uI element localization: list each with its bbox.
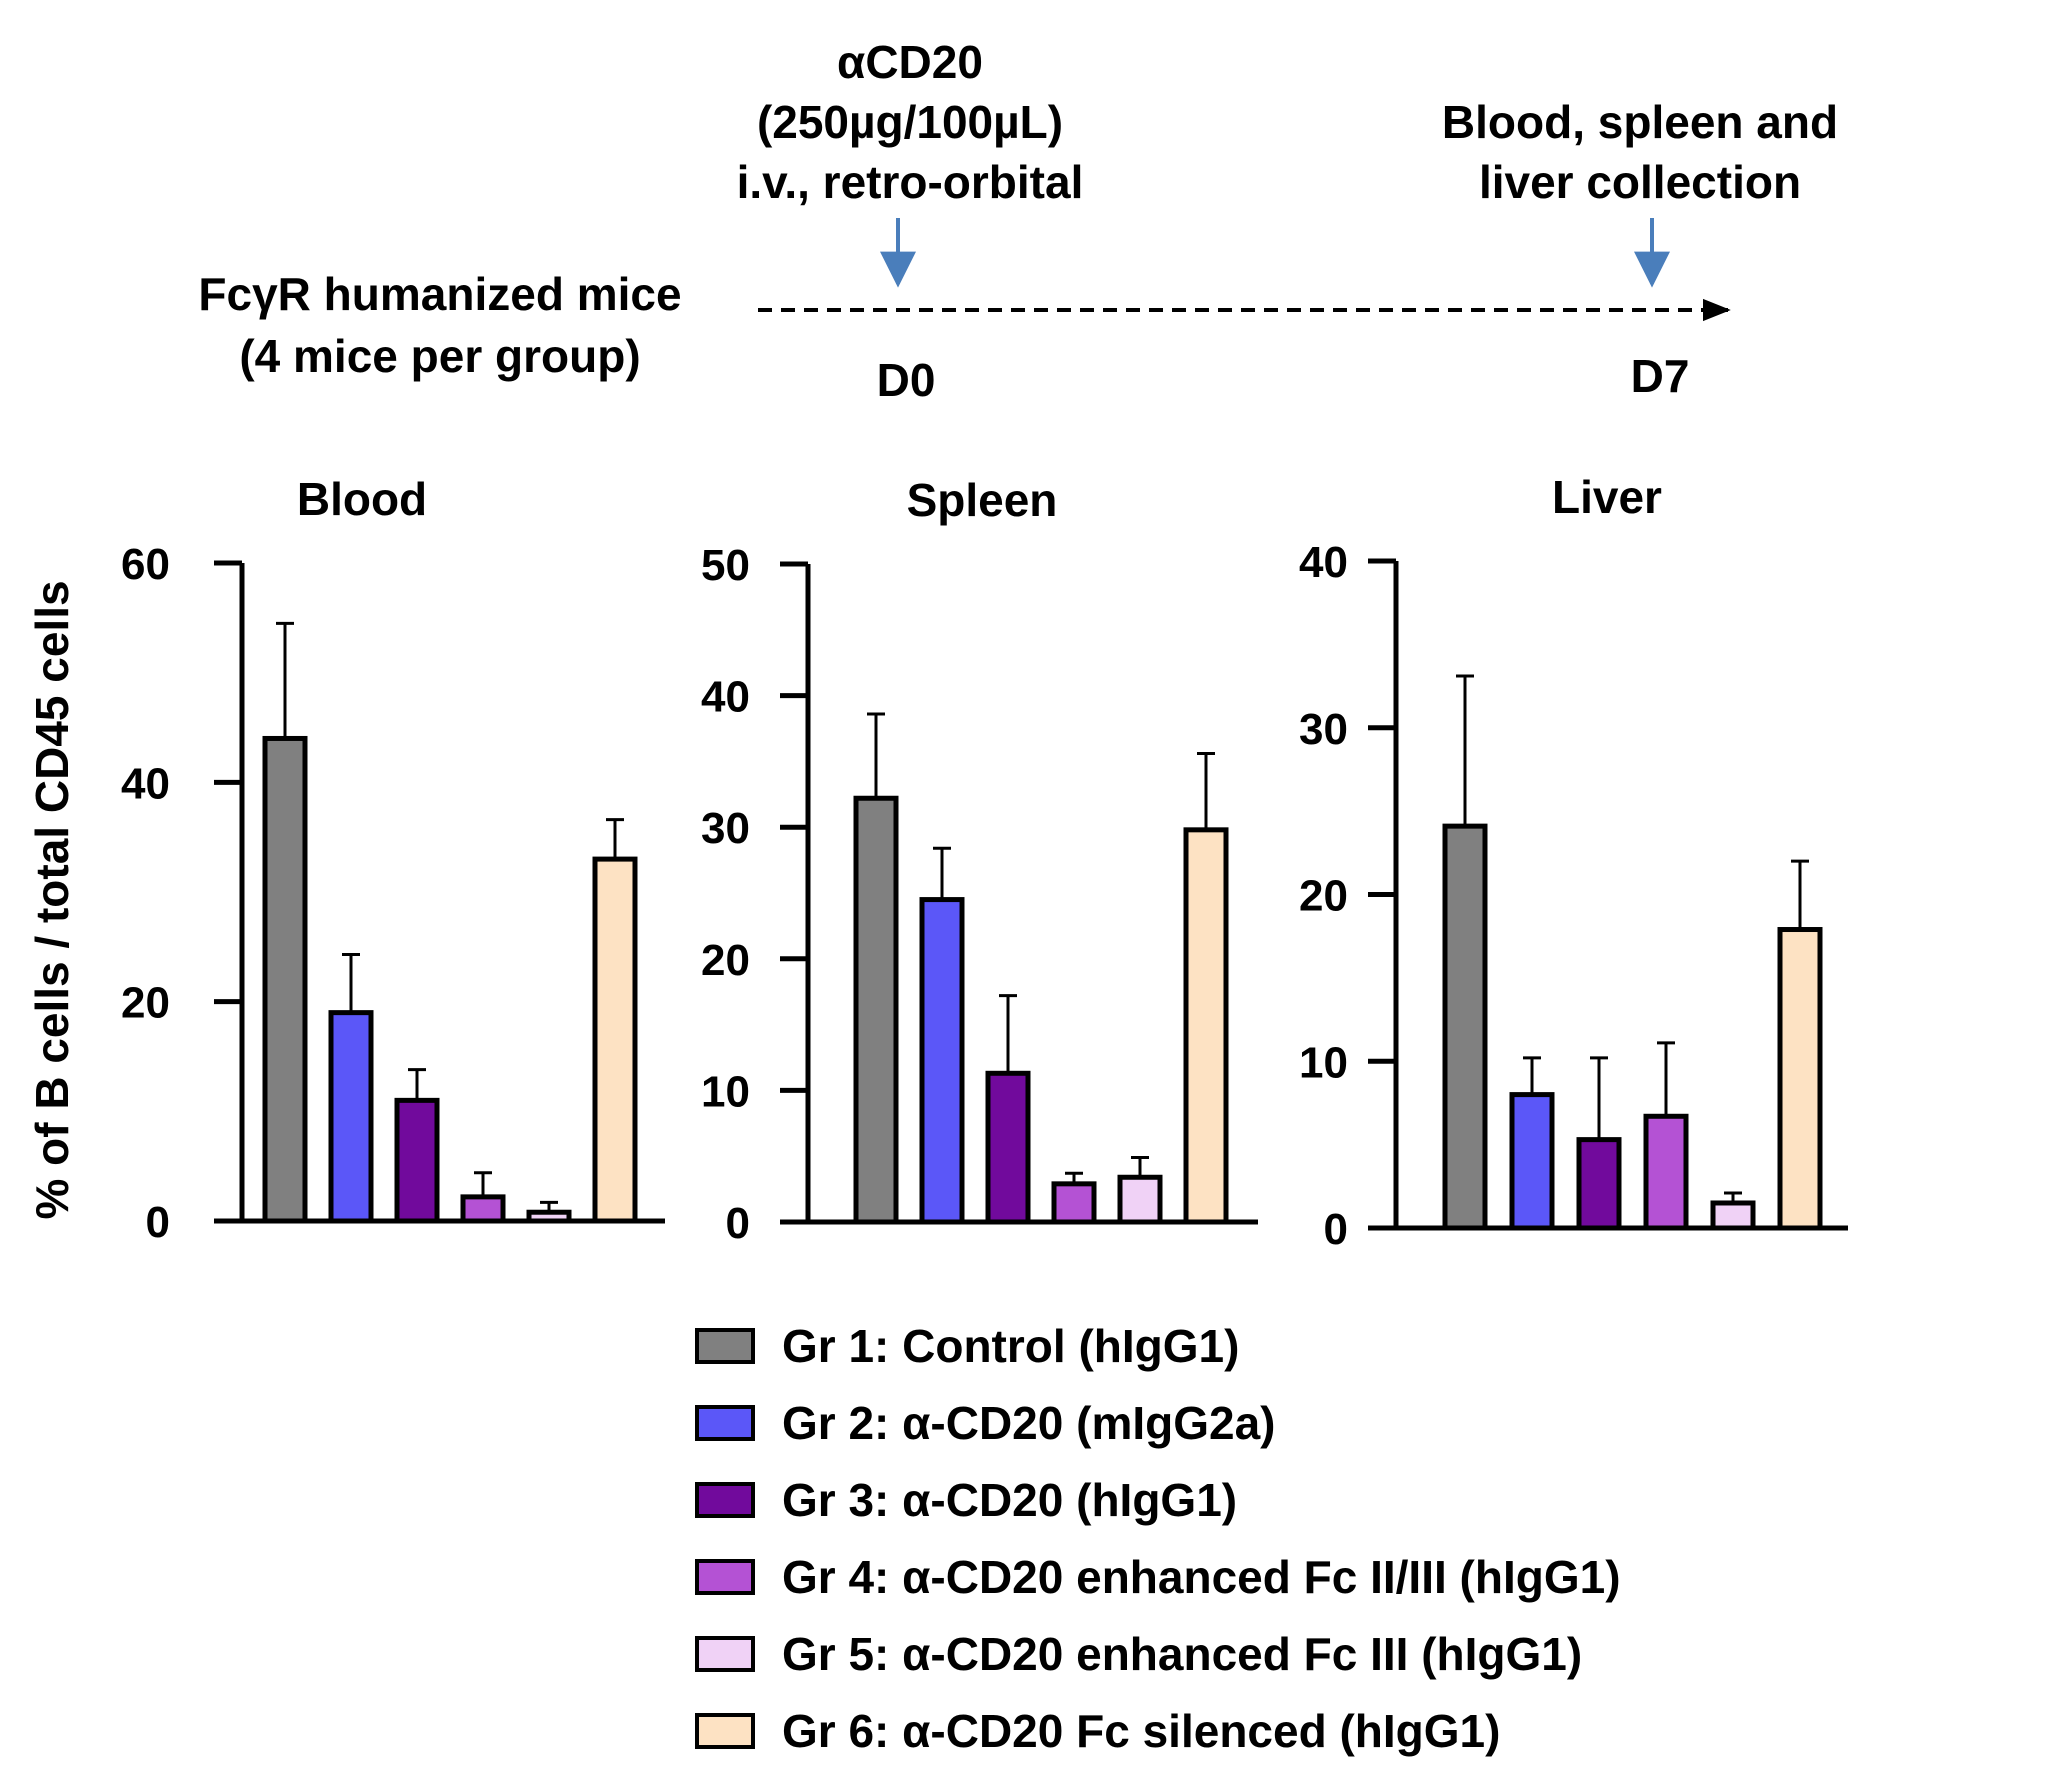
day-start-label: D0 xyxy=(877,354,936,406)
bar-hIgG1 xyxy=(985,1070,1031,1225)
bar-control xyxy=(1442,823,1488,1231)
day-end-label: D7 xyxy=(1631,350,1690,402)
y-axis-label: % of B cells / total CD45 cells xyxy=(26,580,78,1219)
bar-fc-silenced xyxy=(1183,827,1229,1225)
bar-control xyxy=(262,735,308,1224)
legend-label: Gr 3: α-CD20 (hIgG1) xyxy=(782,1474,1237,1526)
legend-swatch-control xyxy=(695,1328,755,1364)
legend-swatch-enhanced-fc-ii-iii xyxy=(695,1559,755,1595)
y-tick-label: 40 xyxy=(701,673,750,722)
legend-swatch-mIgG2a xyxy=(695,1405,755,1441)
legend: Gr 1: Control (hIgG1) Gr 2: α-CD20 (mIgG2… xyxy=(695,1320,1621,1757)
bar-mIgG2a xyxy=(1509,1092,1555,1231)
y-tick-label: 20 xyxy=(1299,872,1348,921)
timeline: FcγR humanized mice (4 mice per group) α… xyxy=(198,36,1838,406)
subject-label-line1: FcγR humanized mice xyxy=(198,268,681,320)
y-tick-label: 20 xyxy=(121,979,170,1028)
bar-enhanced-fc-ii-iii xyxy=(460,1194,506,1224)
chart-liver: Liver 0 10 20 30 40 xyxy=(1299,471,1848,1254)
legend-label: Gr 1: Control (hIgG1) xyxy=(782,1320,1239,1372)
chart-title: Blood xyxy=(297,473,427,525)
injection-label-line3: i.v., retro-orbital xyxy=(737,156,1084,208)
legend-label: Gr 6: α-CD20 Fc silenced (hIgG1) xyxy=(782,1705,1500,1757)
bar-fc-silenced xyxy=(1777,927,1823,1231)
bar-hIgG1 xyxy=(394,1097,440,1224)
injection-label-line1: αCD20 xyxy=(837,36,983,88)
bar-enhanced-fc-ii-iii xyxy=(1051,1181,1097,1225)
bar-enhanced-fc-ii-iii xyxy=(1643,1113,1689,1231)
legend-swatch-enhanced-fc-iii xyxy=(695,1636,755,1672)
y-tick-label: 30 xyxy=(1299,705,1348,754)
bar-hIgG1 xyxy=(1576,1137,1622,1231)
y-tick-label: 0 xyxy=(146,1198,170,1247)
bar-enhanced-fc-iii xyxy=(1710,1200,1756,1231)
y-tick-label: 0 xyxy=(1324,1205,1348,1254)
chart-title: Spleen xyxy=(907,474,1058,526)
bar-control xyxy=(853,795,899,1225)
legend-label: Gr 4: α-CD20 enhanced Fc II/III (hIgG1) xyxy=(782,1551,1621,1603)
y-tick-label: 40 xyxy=(121,759,170,808)
collection-label-line2: liver collection xyxy=(1479,156,1801,208)
bar-fc-silenced xyxy=(592,856,638,1224)
legend-swatch-fc-silenced xyxy=(695,1713,755,1749)
y-tick-label: 60 xyxy=(121,540,170,589)
y-tick-label: 50 xyxy=(701,541,750,590)
legend-label: Gr 2: α-CD20 (mIgG2a) xyxy=(782,1397,1276,1449)
y-tick-label: 10 xyxy=(1299,1038,1348,1087)
bar-mIgG2a xyxy=(328,1010,374,1224)
chart-blood: Blood 0 20 40 60 xyxy=(121,473,665,1247)
y-tick-label: 40 xyxy=(1299,538,1348,587)
y-tick-label: 10 xyxy=(701,1067,750,1116)
collection-label-line1: Blood, spleen and xyxy=(1442,96,1838,148)
y-tick-label: 0 xyxy=(726,1199,750,1248)
injection-label-line2: (250µg/100µL) xyxy=(757,96,1063,148)
subject-label-line2: (4 mice per group) xyxy=(239,330,640,382)
y-tick-label: 30 xyxy=(701,804,750,853)
bar-mIgG2a xyxy=(919,897,965,1225)
y-tick-label: 20 xyxy=(701,936,750,985)
legend-swatch-hIgG1 xyxy=(695,1482,755,1518)
chart-spleen: Spleen 0 10 20 30 40 50 xyxy=(701,474,1258,1248)
legend-label: Gr 5: α-CD20 enhanced Fc III (hIgG1) xyxy=(782,1628,1582,1680)
bar-enhanced-fc-iii xyxy=(1117,1174,1163,1225)
chart-title: Liver xyxy=(1552,471,1662,523)
